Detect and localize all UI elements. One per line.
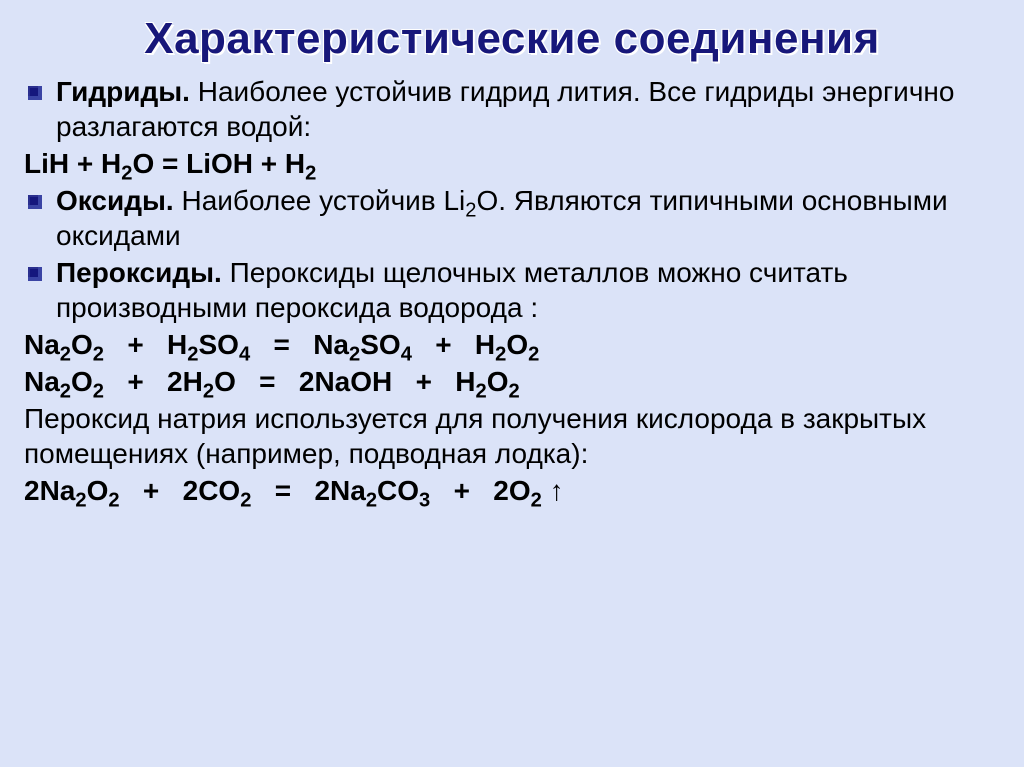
hydrides-heading: Гидриды. bbox=[56, 76, 190, 107]
bullet-text: Оксиды. Наиболее устойчив Li2O. Являются… bbox=[56, 183, 1004, 253]
slide-title: Характеристические соединения bbox=[20, 14, 1004, 64]
oxides-heading: Оксиды. bbox=[56, 185, 174, 216]
peroxides-note: Пероксид натрия используется для получен… bbox=[20, 401, 1004, 471]
bullet-icon bbox=[28, 86, 42, 100]
peroxides-equation-1: Na2O2 + H2SO4 = Na2SO4 + H2O2 bbox=[20, 327, 1004, 362]
bullet-oxides: Оксиды. Наиболее устойчив Li2O. Являются… bbox=[20, 183, 1004, 253]
bullet-text: Пероксиды. Пероксиды щелочных металлов м… bbox=[56, 255, 1004, 325]
bullet-text: Гидриды. Наиболее устойчив гидрид лития.… bbox=[56, 74, 1004, 144]
slide: Характеристические соединения Гидриды. Н… bbox=[0, 0, 1024, 767]
bullet-peroxides: Пероксиды. Пероксиды щелочных металлов м… bbox=[20, 255, 1004, 325]
bullet-icon bbox=[28, 195, 42, 209]
bullet-icon bbox=[28, 267, 42, 281]
bullet-hydrides: Гидриды. Наиболее устойчив гидрид лития.… bbox=[20, 74, 1004, 144]
hydrides-equation: LiH + H2O = LiOH + H2 bbox=[20, 146, 1004, 181]
peroxides-equation-2: Na2O2 + 2H2O = 2NaOH + H2O2 bbox=[20, 364, 1004, 399]
slide-body: Гидриды. Наиболее устойчив гидрид лития.… bbox=[20, 74, 1004, 508]
peroxides-heading: Пероксиды. bbox=[56, 257, 222, 288]
peroxides-final-equation: 2Na2O2 + 2CO2 = 2Na2CO3 + 2O2 ↑ bbox=[20, 473, 1004, 508]
hydrides-text: Наиболее устойчив гидрид лития. Все гидр… bbox=[56, 76, 954, 142]
